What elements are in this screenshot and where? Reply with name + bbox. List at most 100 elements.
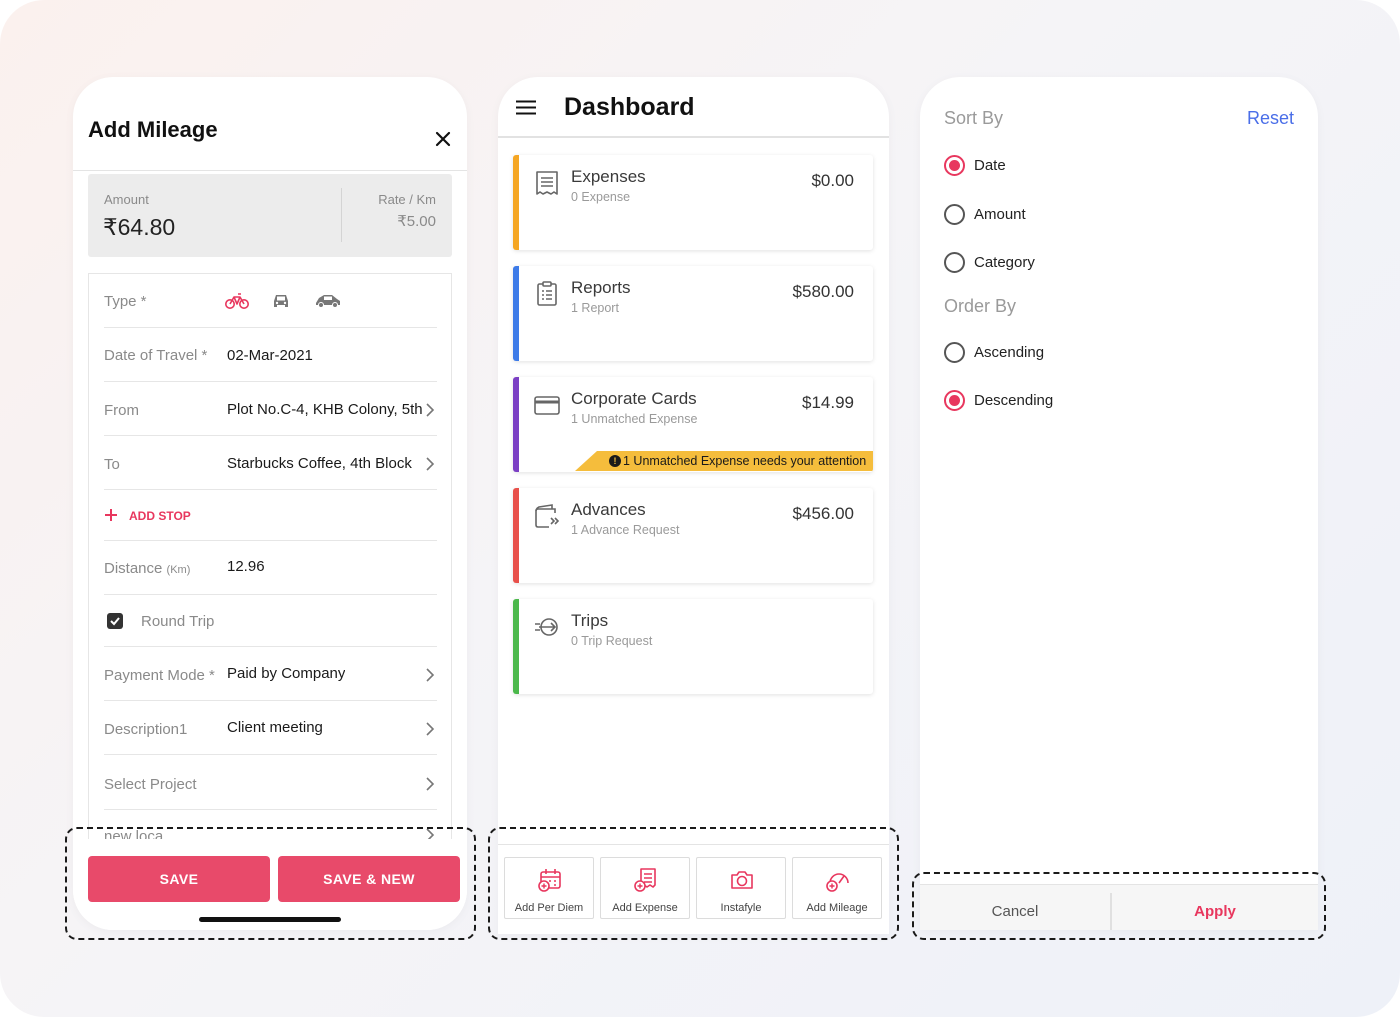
close-icon[interactable] bbox=[433, 129, 453, 149]
to-row[interactable]: To Starbucks Coffee, 4th Block bbox=[104, 436, 437, 490]
accent-bar bbox=[513, 599, 519, 694]
card-amount: $456.00 bbox=[792, 504, 854, 523]
speedometer-add-icon bbox=[826, 873, 849, 892]
amount-value: ₹64.80 bbox=[103, 214, 176, 240]
dashboard-screen: Dashboard Expenses 0 Expense $0.00 Repor… bbox=[498, 77, 889, 934]
alert-icon: ! bbox=[609, 455, 621, 467]
amount-summary: Amount ₹64.80 Rate / Km ₹5.00 bbox=[88, 174, 452, 257]
card-title: Reports bbox=[571, 278, 631, 297]
accent-bar bbox=[513, 377, 519, 472]
advances-card[interactable]: Advances 1 Advance Request $456.00 bbox=[513, 488, 873, 583]
project-row[interactable]: Select Project bbox=[104, 755, 437, 810]
distance-label: Distance (Km) bbox=[104, 560, 190, 577]
from-row[interactable]: From Plot No.C-4, KHB Colony, 5th bbox=[104, 382, 437, 436]
round-trip-row: Round Trip bbox=[104, 595, 437, 647]
distance-row[interactable]: Distance (Km) 12.96 bbox=[104, 541, 437, 595]
home-indicator bbox=[199, 917, 341, 922]
to-value: Starbucks Coffee, 4th Block bbox=[227, 455, 412, 472]
chevron-right-icon bbox=[426, 457, 435, 471]
description-label: Description1 bbox=[104, 721, 188, 738]
sort-by-label: Sort By bbox=[944, 108, 1004, 128]
add-mileage-button[interactable]: Add Mileage bbox=[792, 857, 882, 919]
radio-ascending[interactable] bbox=[944, 342, 965, 363]
chevron-right-icon bbox=[426, 722, 435, 736]
radio-date[interactable] bbox=[944, 155, 965, 176]
to-label: To bbox=[104, 456, 120, 473]
page-title: Add Mileage bbox=[88, 117, 218, 142]
order-option-descending[interactable]: Descending bbox=[974, 392, 1054, 409]
radio-category[interactable] bbox=[944, 252, 965, 273]
apply-button[interactable]: Apply bbox=[1194, 903, 1236, 920]
car-side-icon[interactable] bbox=[315, 293, 341, 309]
add-mileage-screen: Add Mileage Amount ₹64.80 Rate / Km ₹5.0… bbox=[73, 77, 467, 930]
distance-label-text: Distance bbox=[104, 560, 163, 577]
card-subtitle: 1 Report bbox=[571, 301, 619, 315]
date-label: Date of Travel * bbox=[104, 347, 208, 364]
instafyle-button[interactable]: Instafyle bbox=[696, 857, 786, 919]
camera-icon bbox=[731, 871, 753, 889]
divider bbox=[341, 188, 342, 242]
reset-button[interactable]: Reset bbox=[1247, 108, 1295, 128]
action-label: Add Per Diem bbox=[514, 902, 584, 914]
rate-label: Rate / Km bbox=[378, 192, 436, 207]
card-title: Trips bbox=[571, 611, 609, 630]
action-label: Instafyle bbox=[720, 902, 762, 914]
radio-descending[interactable] bbox=[944, 390, 965, 411]
sort-option-amount[interactable]: Amount bbox=[974, 206, 1026, 223]
add-expense-button[interactable]: Add Expense bbox=[600, 857, 690, 919]
page-title: Dashboard bbox=[564, 93, 695, 121]
bicycle-icon[interactable] bbox=[225, 291, 249, 311]
menu-icon[interactable] bbox=[516, 100, 536, 115]
attention-banner[interactable]: ! 1 Unmatched Expense needs your attenti… bbox=[575, 451, 873, 471]
mileage-header: Add Mileage bbox=[73, 77, 467, 171]
description-value: Client meeting bbox=[227, 719, 323, 736]
action-label: Add Expense bbox=[612, 902, 678, 914]
card-title: Advances bbox=[571, 500, 646, 519]
sort-option-category[interactable]: Category bbox=[974, 254, 1035, 271]
card-subtitle: 1 Advance Request bbox=[571, 523, 680, 537]
from-label: From bbox=[104, 402, 139, 419]
add-stop-row: ADD STOP bbox=[104, 490, 437, 541]
order-option-ascending[interactable]: Ascending bbox=[974, 344, 1045, 361]
expenses-card[interactable]: Expenses 0 Expense $0.00 bbox=[513, 155, 873, 250]
action-label: Add Mileage bbox=[806, 902, 868, 914]
description-row[interactable]: Description1 Client meeting bbox=[104, 701, 437, 755]
plus-icon bbox=[105, 509, 117, 521]
chevron-right-icon bbox=[426, 668, 435, 682]
radio-amount[interactable] bbox=[944, 204, 965, 225]
calendar-add-icon bbox=[538, 869, 561, 892]
corporate-cards-card[interactable]: Corporate Cards 1 Unmatched Expense $14.… bbox=[513, 377, 873, 472]
mileage-form: Type * bbox=[88, 273, 452, 893]
cancel-button[interactable]: Cancel bbox=[991, 903, 1039, 920]
card-title: Expenses bbox=[571, 167, 646, 186]
add-per-diem-button[interactable]: Add Per Diem bbox=[504, 857, 594, 919]
dashboard-header: Dashboard bbox=[498, 77, 889, 138]
receipt-icon bbox=[536, 171, 558, 195]
attention-text: 1 Unmatched Expense needs your attention bbox=[623, 454, 867, 468]
accent-bar bbox=[513, 155, 519, 250]
order-by-label: Order By bbox=[944, 296, 1017, 316]
type-label: Type * bbox=[104, 293, 147, 310]
date-row[interactable]: Date of Travel * 02-Mar-2021 bbox=[104, 328, 437, 382]
date-value: 02-Mar-2021 bbox=[227, 347, 313, 364]
payment-mode-label: Payment Mode * bbox=[104, 667, 215, 684]
round-trip-label: Round Trip bbox=[141, 613, 215, 630]
sort-option-date[interactable]: Date bbox=[974, 157, 1006, 174]
card-amount: $0.00 bbox=[811, 171, 854, 190]
card-subtitle: 1 Unmatched Expense bbox=[571, 412, 698, 426]
add-stop-button[interactable]: ADD STOP bbox=[129, 509, 191, 523]
round-trip-checkbox[interactable] bbox=[107, 613, 123, 629]
project-label: Select Project bbox=[104, 776, 197, 793]
payment-mode-value: Paid by Company bbox=[227, 665, 346, 682]
payment-mode-row[interactable]: Payment Mode * Paid by Company bbox=[104, 647, 437, 701]
reports-card[interactable]: Reports 1 Report $580.00 bbox=[513, 266, 873, 361]
accent-bar bbox=[513, 488, 519, 583]
from-value: Plot No.C-4, KHB Colony, 5th bbox=[227, 401, 423, 418]
save-button[interactable]: SAVE bbox=[88, 856, 270, 902]
credit-card-icon bbox=[534, 396, 560, 415]
save-and-new-button[interactable]: SAVE & NEW bbox=[278, 856, 460, 902]
car-icon[interactable] bbox=[271, 292, 291, 310]
trips-card[interactable]: Trips 0 Trip Request bbox=[513, 599, 873, 694]
rate-value: ₹5.00 bbox=[397, 213, 436, 230]
